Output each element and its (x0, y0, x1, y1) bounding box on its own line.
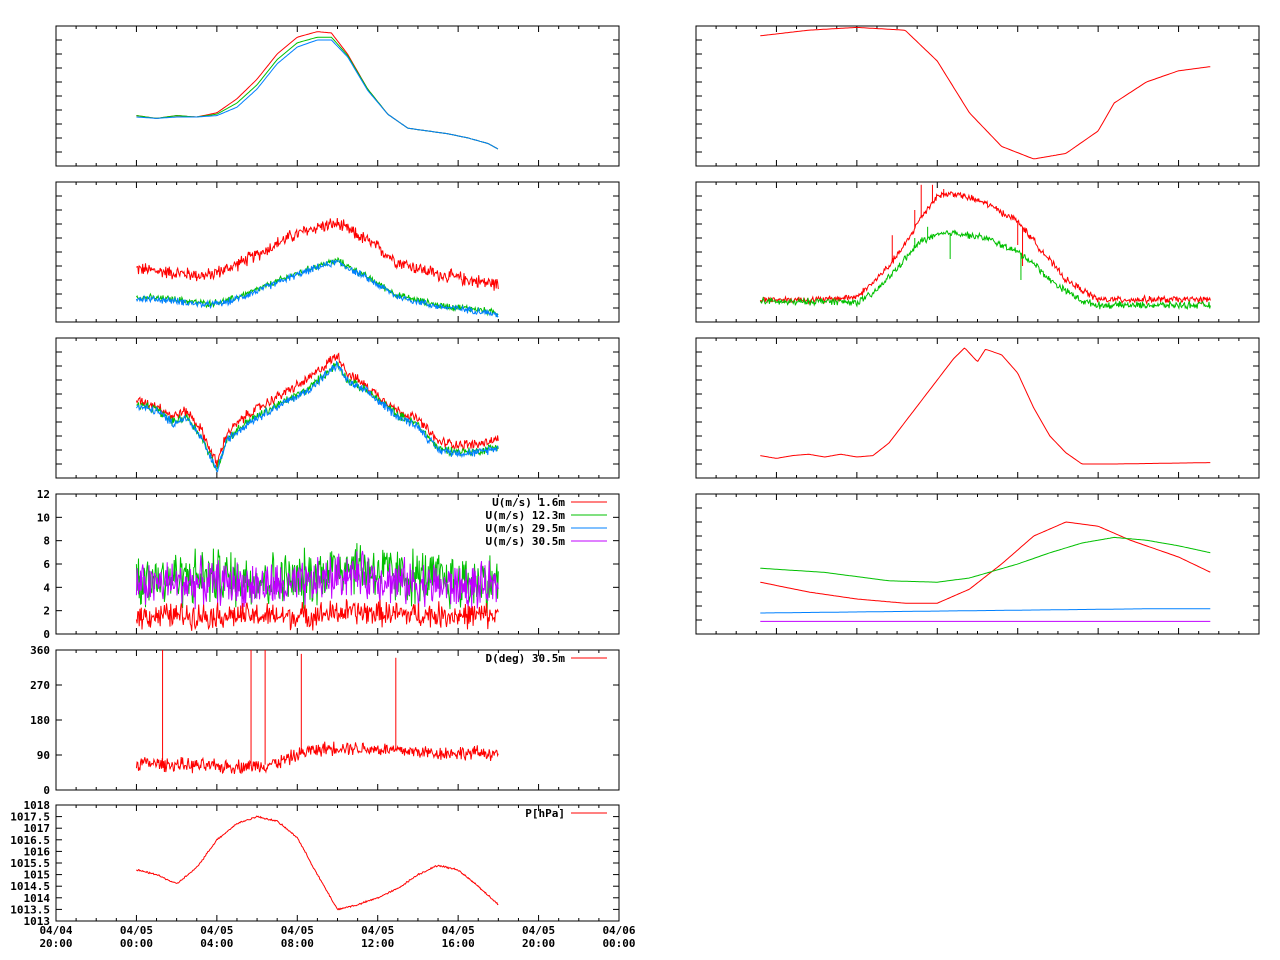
series-line-red (759, 191, 1211, 306)
y-tick-label: 2 (43, 605, 50, 618)
legend-label: D(deg) 30.5m (486, 652, 566, 665)
x-tick-time: 04:00 (200, 937, 233, 950)
plot-frame (55, 181, 620, 323)
x-tick-date: 04/05 (522, 924, 555, 937)
y-tick-label: 1018 (24, 799, 51, 812)
series-line-blue (136, 39, 499, 150)
y-tick-label: 4 (43, 581, 50, 594)
x-tick-date: 04/05 (120, 924, 153, 937)
series-line-red (760, 347, 1211, 465)
x-tick-date: 04/05 (281, 924, 314, 937)
panel-L4: 0 2 4 6 8 10 12 U(m/s) 1.6mU(m/s) 12.3mU(m/s) 2… (37, 488, 620, 641)
series-line-red (760, 521, 1211, 604)
y-tick-label: 0 (43, 628, 50, 641)
y-tick-label: 1015.5 (10, 857, 50, 870)
x-tick-time: 20:00 (39, 937, 72, 950)
y-tick-label: 1015 (24, 869, 51, 882)
series-line-green (759, 229, 1211, 311)
y-tick-label: 0 (43, 784, 50, 797)
panel-L6: 10131013.510141014.510151015.510161016.5… (10, 799, 620, 928)
y-tick-label: 180 (30, 714, 50, 727)
y-tick-label: 360 (30, 644, 50, 657)
series-line-blue (760, 608, 1211, 614)
legend-label: P[hPa] (525, 807, 565, 820)
series-line-red (136, 815, 499, 911)
y-tick-label: 12 (37, 488, 50, 501)
y-tick-label: 1014.5 (10, 880, 50, 893)
y-tick-label: 1016 (24, 845, 51, 858)
plot-frame (695, 337, 1260, 479)
y-tick-label: 1013.5 (10, 903, 50, 916)
plot-frame (695, 25, 1260, 167)
x-tick-time: 12:00 (361, 937, 394, 950)
series-line-purple (135, 550, 499, 611)
plot-frame (55, 804, 620, 922)
x-tick-date: 04/06 (602, 924, 635, 937)
panel-R2 (695, 181, 1260, 323)
x-tick-time: 08:00 (281, 937, 314, 950)
y-tick-label: 90 (37, 749, 50, 762)
panel-R1 (695, 25, 1260, 167)
y-tick-label: 10 (37, 511, 50, 524)
panel-L3 (55, 337, 620, 479)
x-tick-time: 00:00 (602, 937, 635, 950)
series-line-red (136, 31, 499, 150)
series-line-green (760, 536, 1211, 583)
x-tick-date: 04/04 (39, 924, 72, 937)
series-line-red (136, 217, 499, 291)
y-tick-label: 1017.5 (10, 811, 50, 824)
x-tick-time: 16:00 (442, 937, 475, 950)
x-tick-date: 04/05 (361, 924, 394, 937)
y-tick-label: 8 (43, 535, 50, 548)
legend-label: U(m/s) 30.5m (486, 535, 566, 548)
x-tick-date: 04/05 (442, 924, 475, 937)
series-line-red (135, 599, 499, 631)
y-tick-label: 1013 (24, 915, 51, 928)
x-tick-time: 20:00 (522, 937, 555, 950)
y-tick-label: 1017 (24, 822, 51, 835)
series-line-green (135, 543, 499, 614)
y-tick-label: 6 (43, 558, 50, 571)
panel-L5: 0 90 180 270 360 D(deg) 30.5m (30, 644, 620, 797)
y-tick-label: 1014 (24, 892, 51, 905)
series-line-red (135, 741, 499, 775)
series-line-red (760, 26, 1211, 160)
x-tick-time: 00:00 (120, 937, 153, 950)
series-line-blue (135, 259, 499, 318)
series-line-green (136, 36, 499, 150)
panel-R4 (695, 493, 1260, 635)
x-tick-date: 04/05 (200, 924, 233, 937)
legend-label: U(m/s) 29.5m (486, 522, 566, 535)
y-tick-label: 1016.5 (10, 834, 50, 847)
legend-label: U(m/s) 1.6m (492, 496, 565, 509)
legend-label: U(m/s) 12.3m (486, 509, 566, 522)
panel-L1 (55, 25, 620, 167)
panel-L2 (55, 181, 620, 323)
series-line-red (135, 352, 499, 468)
y-tick-label: 270 (30, 679, 50, 692)
panel-R3 (695, 337, 1260, 479)
series-line-blue (135, 360, 499, 473)
x-axis-labels: 04/0420:0004/0500:0004/0504:0004/0508:00… (39, 924, 635, 950)
